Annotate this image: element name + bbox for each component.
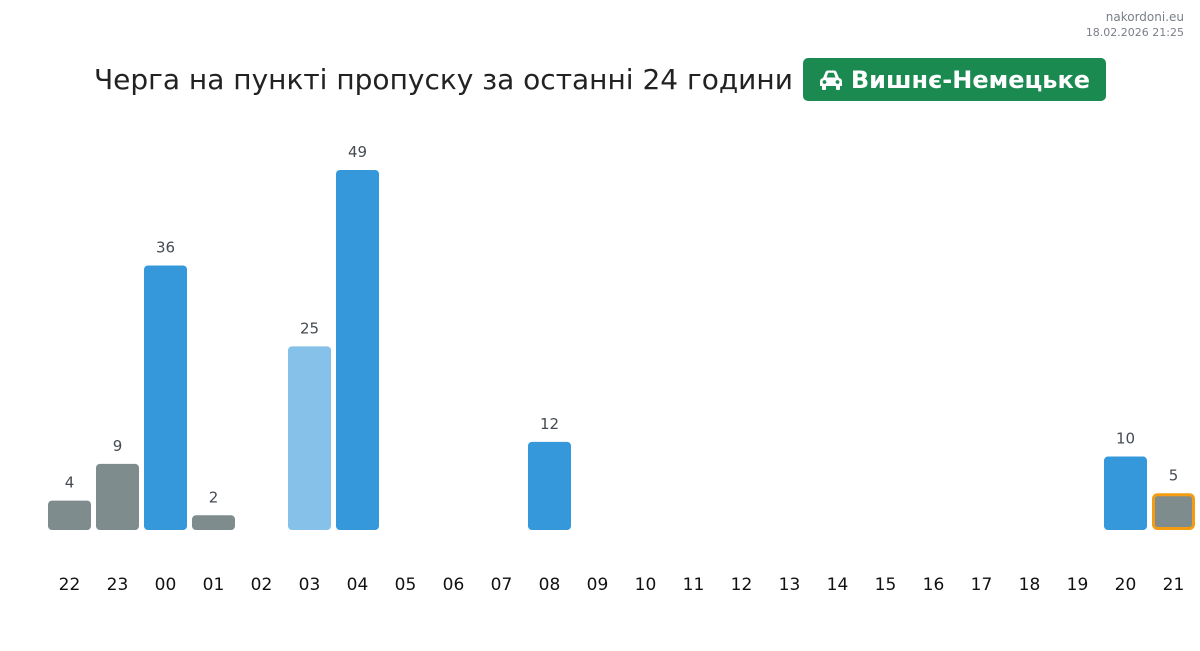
x-tick-label: 06	[443, 575, 465, 595]
x-tick-label: 23	[107, 575, 129, 595]
x-tick-label: 20	[1115, 575, 1137, 595]
bar-value-label: 4	[65, 474, 75, 492]
chart-title: Черга на пункті пропуску за останні 24 г…	[93, 63, 793, 96]
bar-21	[1152, 493, 1195, 531]
title-row: Черга на пункті пропуску за останні 24 г…	[0, 58, 1200, 101]
x-tick-label: 00	[155, 575, 177, 595]
bar-08	[528, 441, 571, 530]
bar-value-label: 9	[113, 437, 123, 455]
x-tick-label: 01	[203, 575, 225, 595]
bar-value-label: 49	[348, 143, 367, 161]
bar-22	[48, 500, 91, 530]
x-tick-label: 13	[779, 575, 801, 595]
x-tick-label: 10	[635, 575, 657, 595]
bar-04	[336, 170, 379, 530]
bar-03	[288, 346, 331, 530]
x-tick-label: 05	[395, 575, 417, 595]
site-name: nakordoni.eu	[1105, 10, 1184, 24]
x-tick-label: 07	[491, 575, 513, 595]
bar-value-label: 36	[156, 239, 175, 257]
bar-01	[192, 515, 235, 530]
x-tick-label: 11	[683, 575, 705, 595]
x-tick-label: 15	[875, 575, 897, 595]
checkpoint-badge: Вишнє-Немецьке	[802, 58, 1107, 101]
x-tick-label: 21	[1163, 575, 1185, 595]
x-tick-label: 22	[59, 575, 81, 595]
x-tick-label: 03	[299, 575, 321, 595]
bar-value-label: 10	[1116, 430, 1135, 448]
bar-20	[1104, 456, 1147, 530]
x-tick-label: 16	[923, 575, 945, 595]
bar-23	[96, 463, 139, 530]
bar-value-label: 5	[1169, 466, 1179, 484]
bar-value-label: 25	[300, 319, 319, 337]
x-tick-label: 09	[587, 575, 609, 595]
timestamp: 18.02.2026 21:25	[1085, 26, 1184, 39]
x-tick-label: 08	[539, 575, 561, 595]
brand-block: nakordoni.eu 18.02.2026 21:25	[1086, 10, 1184, 41]
x-tick-label: 02	[251, 575, 273, 595]
x-tick-label: 04	[347, 575, 369, 595]
bar-value-label: 2	[209, 488, 219, 506]
x-tick-label: 12	[731, 575, 753, 595]
bar-00	[144, 265, 187, 530]
x-tick-label: 17	[971, 575, 993, 595]
x-tick-label: 18	[1019, 575, 1041, 595]
checkpoint-name: Вишнє-Немецьке	[850, 65, 1091, 94]
bar-value-label: 12	[540, 415, 559, 433]
x-tick-label: 19	[1067, 575, 1089, 595]
x-tick-label: 14	[827, 575, 849, 595]
car-icon	[819, 70, 842, 90]
